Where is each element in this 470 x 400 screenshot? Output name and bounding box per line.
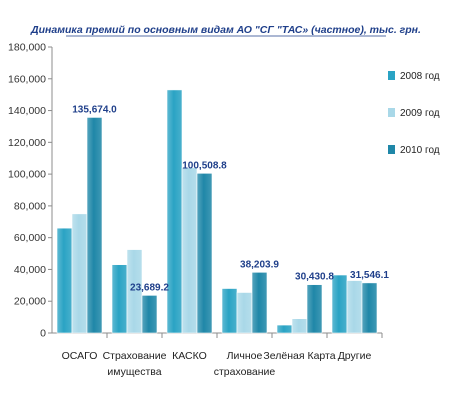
bar-2-4 [236, 292, 253, 334]
y-tick-label: 80,000 [14, 200, 46, 212]
x-category-label: Страхование имущества [103, 350, 167, 378]
data-label: 135,674.0 [72, 104, 117, 115]
bar-3-4 [251, 271, 268, 334]
bar-3-2 [141, 295, 158, 334]
bar-2-3 [181, 167, 198, 334]
y-tick-label: 180,000 [8, 42, 46, 54]
x-axis-categories: ОСАГО Страхование имущества КАСКО Личное стра… [62, 333, 383, 378]
bar-2-5 [291, 318, 308, 334]
data-label: 31,546.1 [350, 270, 389, 281]
data-label: 100,508.8 [182, 160, 227, 171]
bar-1-2 [111, 264, 128, 334]
legend-swatch [388, 71, 395, 80]
legend-label: 2010 год [400, 145, 440, 156]
legend-label: 2008 год [400, 71, 440, 82]
bar-3-1 [86, 117, 103, 334]
bar-3-3 [196, 173, 213, 334]
data-label: 23,689.2 [130, 282, 169, 293]
data-labels: 135,674.0 23,689.2 100,508.8 38,203.9 30,430… [72, 104, 389, 293]
bar-3-5 [306, 284, 323, 334]
y-tick-label: 140,000 [8, 105, 46, 117]
bar-2-2 [126, 249, 143, 334]
y-tick-label: 160,000 [8, 73, 46, 85]
data-label: 30,430.8 [295, 272, 334, 283]
x-category-label: ОСАГО [62, 350, 98, 362]
legend: 2008 год 2009 год 2010 год [388, 71, 440, 156]
y-tick-label: 120,000 [8, 137, 46, 149]
x-category-label: Зелёная Карта [263, 350, 335, 362]
y-tick-label: 100,000 [8, 169, 46, 181]
x-category-label: Личное страхование [214, 350, 276, 378]
x-category-label: КАСКО [172, 350, 207, 362]
y-axis: 0 20,000 40,000 60,000 80,000 100,000 120,000 1… [8, 42, 382, 340]
bar-2-1 [71, 213, 88, 334]
legend-swatch [388, 145, 395, 154]
bar-1-4 [221, 288, 238, 334]
bar-1-6 [331, 274, 348, 334]
legend-label: 2009 год [400, 108, 440, 119]
data-label: 38,203.9 [240, 259, 279, 270]
bar-2-6 [346, 280, 363, 334]
legend-swatch [388, 108, 395, 117]
x-category-label: Другие [338, 350, 372, 362]
bar-1-1 [56, 227, 73, 334]
bar-3-6 [361, 282, 378, 334]
chart-title: Динамика премий по основным видам АО "СГ… [30, 24, 421, 36]
y-tick-label: 20,000 [14, 296, 46, 308]
y-tick-label: 60,000 [14, 232, 46, 244]
bar-1-3 [166, 89, 183, 334]
bars [56, 89, 378, 334]
bar-1-5 [276, 324, 293, 334]
y-tick-label: 40,000 [14, 264, 46, 276]
y-tick-label: 0 [40, 328, 46, 340]
